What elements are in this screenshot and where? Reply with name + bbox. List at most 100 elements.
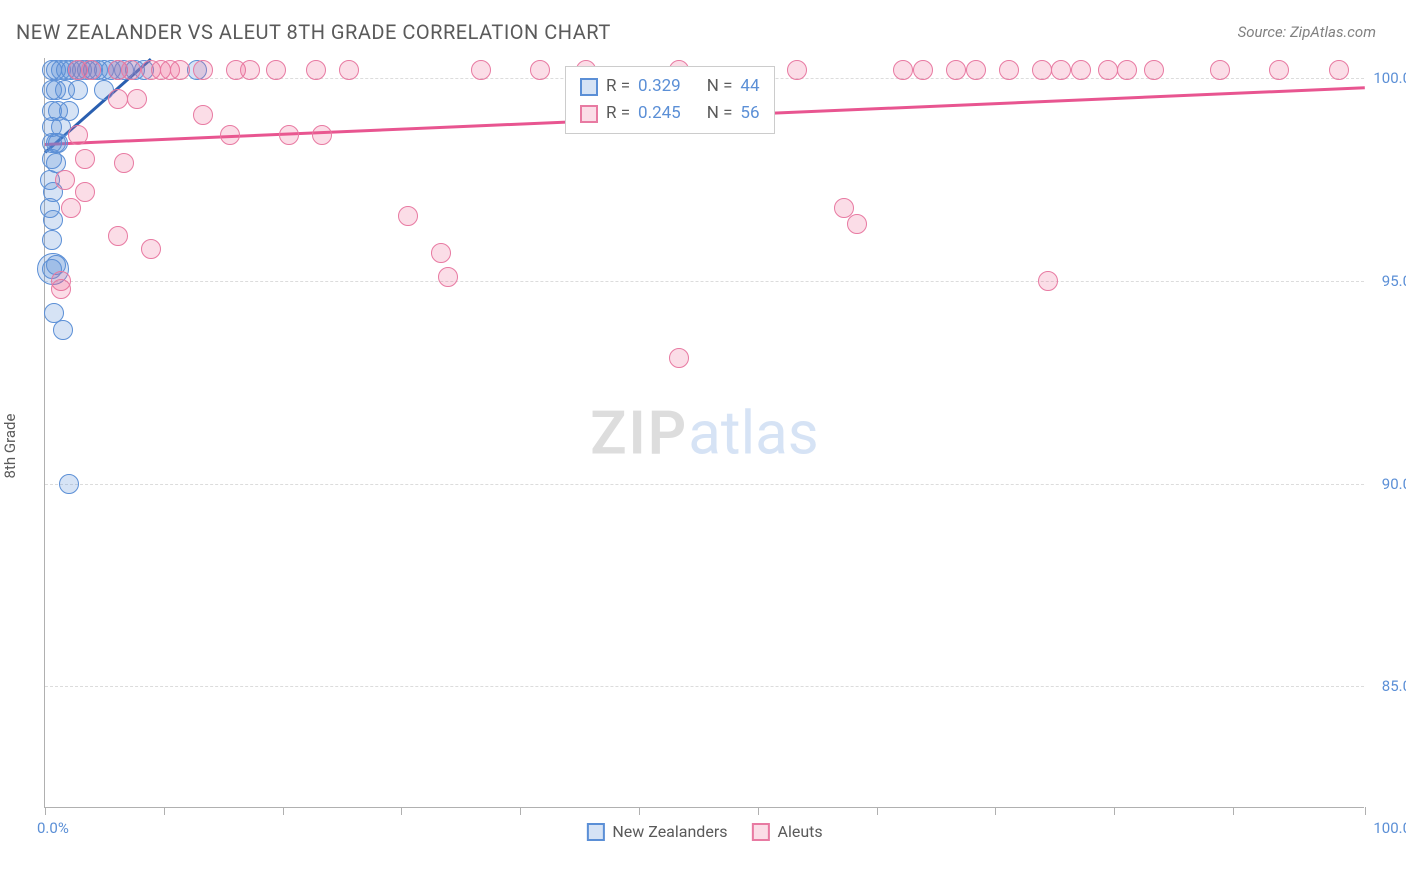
series-legend: New Zealanders Aleuts [586, 822, 822, 841]
y-tick-label: 100.0% [1373, 69, 1406, 87]
data-point [893, 60, 913, 80]
data-point [75, 182, 95, 202]
data-point [81, 60, 101, 80]
legend-item: Aleuts [752, 822, 823, 841]
x-tick-label-start: 0.0% [37, 819, 69, 837]
n-label: N = [707, 100, 733, 127]
data-point [1071, 60, 1091, 80]
y-tick-label: 95.0% [1382, 272, 1406, 290]
data-point [61, 198, 81, 218]
data-point [279, 125, 299, 145]
data-point [121, 60, 141, 80]
data-point [240, 60, 260, 80]
r-label: R = [606, 100, 630, 127]
data-point [114, 153, 134, 173]
x-tick [45, 807, 46, 815]
data-point [312, 125, 332, 145]
watermark-zip: ZIP [590, 397, 688, 468]
legend-swatch [580, 78, 598, 96]
data-point [75, 149, 95, 169]
r-value: 0.245 [638, 100, 681, 127]
x-tick [877, 807, 878, 815]
data-point [787, 60, 807, 80]
data-point [946, 60, 966, 80]
x-tick-label-end: 100.0% [1373, 819, 1406, 837]
x-tick [1114, 807, 1115, 815]
data-point [339, 60, 359, 80]
data-point [1144, 60, 1164, 80]
data-point [1210, 60, 1230, 80]
source-label: Source: ZipAtlas.com [1238, 23, 1376, 41]
y-tick-label: 85.0% [1382, 677, 1406, 695]
legend-label: Aleuts [778, 822, 823, 841]
x-tick [995, 807, 996, 815]
y-axis-label: 8th Grade [1, 414, 19, 479]
x-tick [1233, 807, 1234, 815]
data-point [59, 474, 79, 494]
data-point [220, 125, 240, 145]
data-point [398, 206, 418, 226]
legend-row: R = 0.329 N = 44 [580, 73, 760, 100]
x-tick [1365, 807, 1366, 815]
legend-swatch [586, 823, 604, 841]
r-value: 0.329 [638, 73, 681, 100]
data-point [913, 60, 933, 80]
data-point [530, 60, 550, 80]
x-tick [639, 807, 640, 815]
data-point [266, 60, 286, 80]
watermark: ZIPatlas [590, 397, 819, 468]
data-point [108, 89, 128, 109]
data-point [1051, 60, 1071, 80]
correlation-legend: R = 0.329 N = 44 R = 0.245 N = 56 [565, 66, 775, 134]
x-tick [520, 807, 521, 815]
data-point [306, 60, 326, 80]
data-point [108, 226, 128, 246]
chart-container: ZIPatlas 85.0%90.0%95.0%100.0%0.0%100.0%… [44, 58, 1364, 808]
gridline [45, 281, 1364, 282]
data-point [847, 214, 867, 234]
data-point [669, 348, 689, 368]
data-point [51, 279, 71, 299]
data-point [68, 80, 88, 100]
chart-title: NEW ZEALANDER VS ALEUT 8TH GRADE CORRELA… [16, 20, 611, 44]
legend-swatch [580, 105, 598, 123]
legend-label: New Zealanders [612, 822, 727, 841]
n-value: 44 [740, 73, 759, 100]
data-point [1269, 60, 1289, 80]
gridline [45, 484, 1364, 485]
data-point [431, 243, 451, 263]
r-label: R = [606, 73, 630, 100]
data-point [141, 239, 161, 259]
data-point [1038, 271, 1058, 291]
data-point [53, 320, 73, 340]
x-tick [283, 807, 284, 815]
data-point [1117, 60, 1137, 80]
data-point [170, 60, 190, 80]
watermark-atlas: atlas [688, 397, 818, 468]
data-point [42, 230, 62, 250]
data-point [127, 89, 147, 109]
data-point [471, 60, 491, 80]
data-point [43, 210, 63, 230]
data-point [193, 60, 213, 80]
x-tick [758, 807, 759, 815]
data-point [966, 60, 986, 80]
data-point [55, 170, 75, 190]
data-point [999, 60, 1019, 80]
x-tick [164, 807, 165, 815]
legend-swatch [752, 823, 770, 841]
plot-area: ZIPatlas 85.0%90.0%95.0%100.0%0.0%100.0%… [44, 58, 1364, 808]
data-point [1329, 60, 1349, 80]
gridline [45, 686, 1364, 687]
legend-row: R = 0.245 N = 56 [580, 100, 760, 127]
n-label: N = [707, 73, 733, 100]
n-value: 56 [740, 100, 759, 127]
chart-header: NEW ZEALANDER VS ALEUT 8TH GRADE CORRELA… [0, 0, 1406, 54]
data-point [1032, 60, 1052, 80]
data-point [68, 125, 88, 145]
y-tick-label: 90.0% [1382, 475, 1406, 493]
legend-item: New Zealanders [586, 822, 727, 841]
data-point [1098, 60, 1118, 80]
x-tick [401, 807, 402, 815]
data-point [193, 105, 213, 125]
